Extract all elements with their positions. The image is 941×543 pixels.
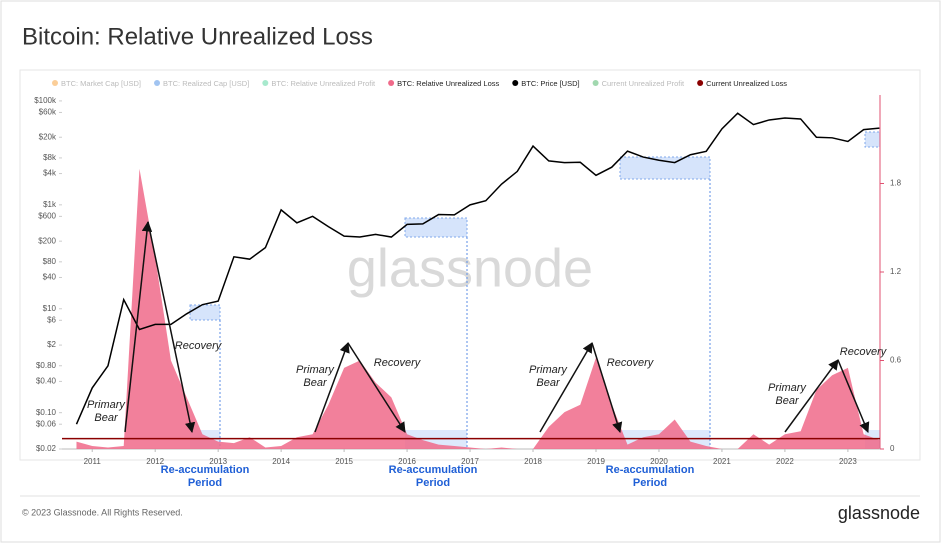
x-tick-label: 2023 [839,457,857,466]
annotation: Re-accumulation [161,464,250,476]
annotation: Re-accumulation [389,464,478,476]
arrow [591,342,623,434]
legend-label: BTC: Market Cap [USD] [61,79,141,88]
annotation: Primary [529,364,568,376]
x-tick-label: 2018 [524,457,542,466]
annotation: Recovery [840,346,888,358]
y2-tick-label: 0.6 [890,356,902,365]
x-tick-label: 2016 [398,457,416,466]
legend-dot [52,80,58,86]
x-tick-label: 2014 [272,457,290,466]
highlight-box [189,304,221,321]
y-tick-label: $2 [47,340,56,349]
annotation: Recovery [175,340,223,352]
copyright: © 2023 Glassnode. All Rights Reserved. [22,507,183,517]
arrow [124,220,153,433]
x-tick-label: 2020 [650,457,668,466]
arrow [539,342,593,433]
annotation: Primary [87,399,126,411]
legend-label: Current Unrealized Loss [706,79,787,88]
x-tick-label: 2011 [84,457,102,466]
y-tick-label: $20k [39,132,57,141]
annotation: Primary [768,382,807,394]
legend-dot [697,80,704,86]
annotation: Recovery [607,357,655,369]
annotation: Period [188,477,222,489]
y-tick-label: $0.80 [36,361,57,370]
annotation: Bear [775,395,800,407]
x-tick-label: 2019 [587,457,605,466]
annotation: Period [633,477,667,489]
chart-title: Bitcoin: Relative Unrealized Loss [22,23,373,50]
x-tick-label: 2015 [335,457,353,466]
x-tick-label: 2013 [209,457,227,466]
legend-label: BTC: Price [USD] [521,79,579,88]
y-tick-label: $4k [43,169,57,178]
loss-area [76,168,880,449]
y2-tick-label: 1.2 [890,267,902,276]
annotation: Bear [303,377,328,389]
x-tick-label: 2021 [713,457,731,466]
watermark: glassnode [347,238,593,298]
y-tick-label: $0.40 [36,377,57,386]
y-tick-label: $40 [43,273,57,282]
y2-tick-label: 0 [890,444,895,453]
legend-label: Current Unrealized Profit [602,79,685,88]
logo: glassnode [838,503,920,523]
y-tick-label: $200 [38,236,56,245]
y-tick-label: $0.10 [36,408,57,417]
y-tick-label: $0.02 [36,444,57,453]
arrow [837,359,870,433]
y-tick-label: $8k [43,153,57,162]
y2-tick-label: 1.8 [890,179,902,188]
annotation: Period [416,477,450,489]
arrow [147,221,196,434]
price-line [75,112,880,425]
legend-label: BTC: Relative Unrealized Loss [397,79,499,88]
arrow [784,359,839,433]
arrow [314,342,350,433]
annotation: Primary [296,364,335,376]
annotation: Re-accumulation [606,464,695,476]
y-tick-label: $600 [38,211,56,220]
y-tick-label: $60k [39,108,57,117]
y-tick-label: $1k [43,200,57,209]
legend-dot [592,80,599,86]
annotation: Bear [536,377,561,389]
x-tick-label: 2017 [461,457,479,466]
y-tick-label: $10 [43,304,57,313]
y-tick-label: $100k [34,96,57,105]
annotation: Bear [94,412,119,424]
highlight-box [404,217,468,238]
highlight-box [864,131,881,148]
x-tick-label: 2022 [776,457,794,466]
legend-label: BTC: Realized Cap [USD] [163,79,249,88]
legend-dot [262,80,269,86]
y-tick-label: $80 [43,257,57,266]
arrow [347,342,406,433]
y-tick-label: $0.06 [36,419,57,428]
legend-dot [388,80,395,86]
legend-label: BTC: Relative Unrealized Profit [271,79,376,88]
y-tick-label: $6 [47,315,56,324]
x-tick-label: 2012 [146,457,164,466]
legend-dot [512,80,519,86]
highlight-box [619,156,711,180]
legend-dot [154,80,161,86]
annotation: Recovery [374,357,422,369]
